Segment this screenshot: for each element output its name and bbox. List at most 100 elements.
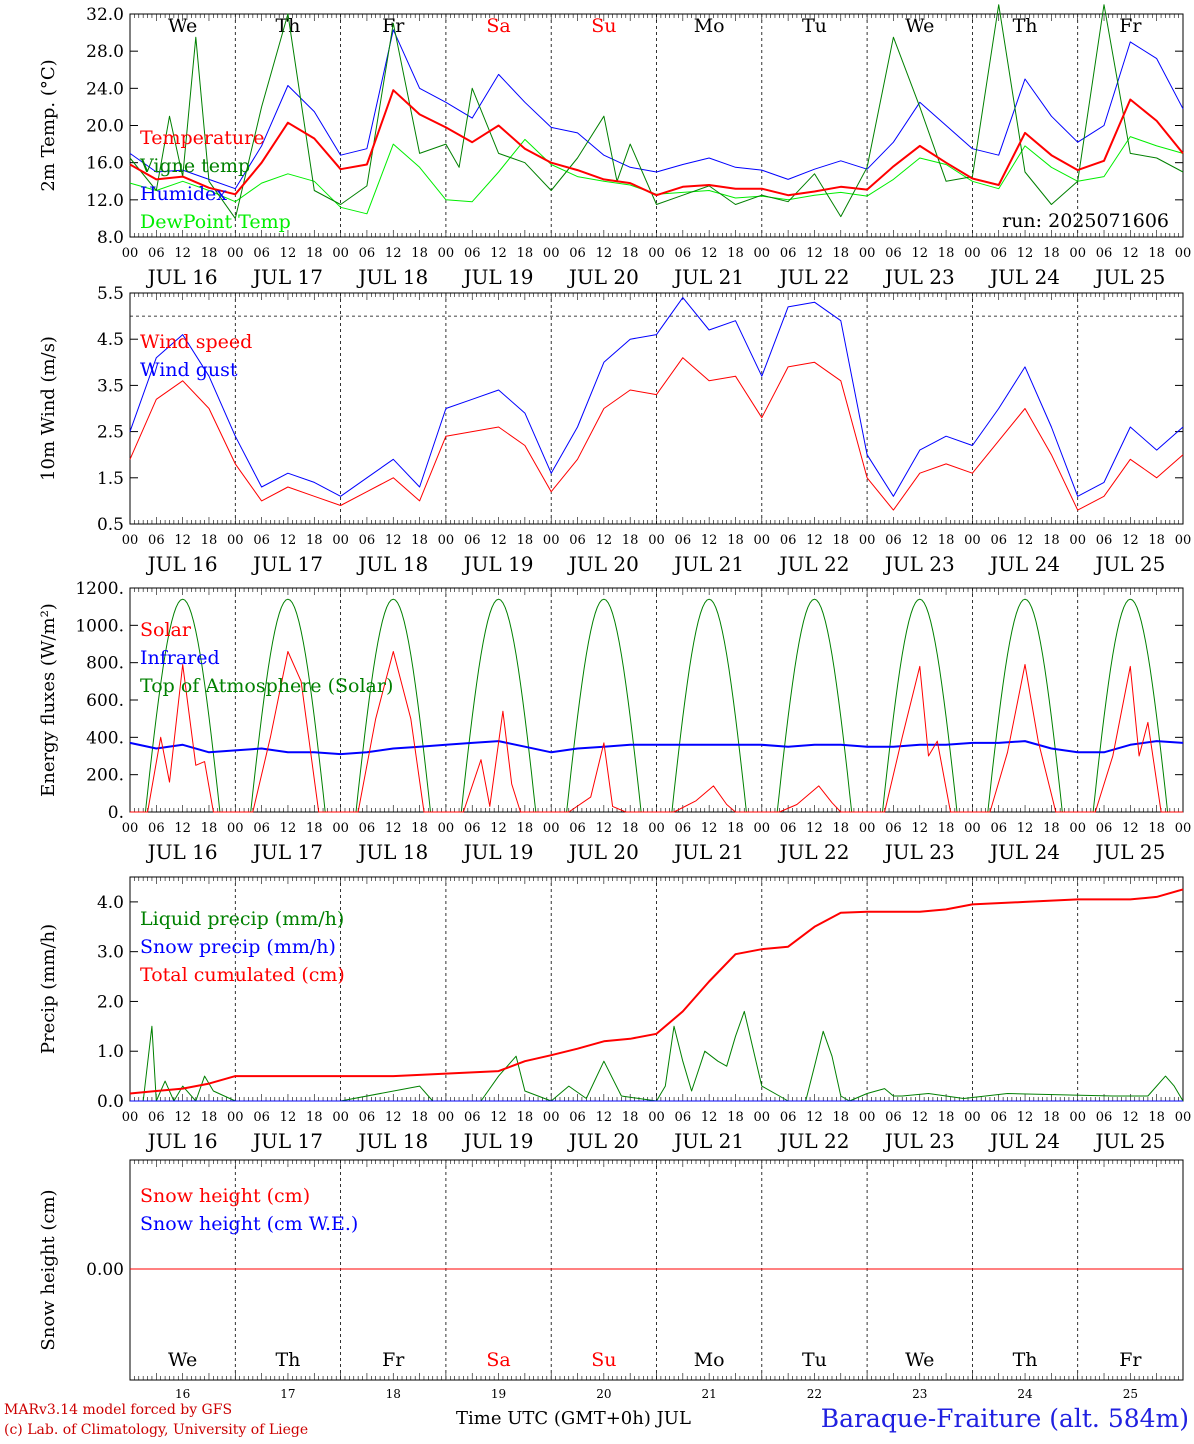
x-tick-label: 06 — [885, 246, 902, 261]
x-tick-label: 00 — [1069, 821, 1086, 836]
y-axis-label: Snow height (cm) — [38, 1189, 59, 1350]
x-tick-label: 12 — [806, 821, 823, 836]
x-day-label: JUL 23 — [883, 265, 955, 289]
x-day-label: JUL 18 — [356, 1129, 428, 1153]
date-label: 17 — [280, 1387, 295, 1401]
x-tick-label: 12 — [490, 1110, 507, 1125]
y-tick-label: 2.0 — [97, 992, 124, 1012]
x-tick-label: 18 — [1148, 246, 1165, 261]
legend-entry: Temperature — [140, 127, 264, 149]
x-tick-label: 12 — [596, 821, 613, 836]
x-tick-label: 18 — [306, 1110, 323, 1125]
weekday-label: Sa — [486, 15, 510, 37]
y-tick-label: 32.0 — [86, 5, 124, 25]
x-tick-label: 00 — [1175, 1110, 1192, 1125]
x-tick-label: 12 — [385, 246, 402, 261]
x-tick-label: 18 — [201, 246, 218, 261]
x-tick-label: 00 — [227, 821, 244, 836]
date-label: 25 — [1123, 1387, 1138, 1401]
x-tick-label: 00 — [122, 821, 139, 836]
x-tick-label: 06 — [464, 821, 481, 836]
x-tick-label: 00 — [754, 246, 771, 261]
x-tick-label: 12 — [490, 821, 507, 836]
x-tick-label: 18 — [411, 821, 428, 836]
weekday-label: Th — [1013, 15, 1038, 37]
x-tick-label: 00 — [859, 821, 876, 836]
weekday-label: We — [168, 15, 197, 37]
x-tick-label: 12 — [174, 246, 191, 261]
x-tick-label: 12 — [701, 533, 718, 548]
weekday-label: Fr — [382, 1349, 405, 1371]
x-day-label: JUL 22 — [777, 552, 849, 576]
weekday-label: Su — [591, 15, 616, 37]
y-tick-label: 1.0 — [97, 1042, 124, 1062]
x-tick-label: 00 — [227, 533, 244, 548]
x-day-label: JUL 24 — [988, 552, 1060, 576]
x-day-label: JUL 18 — [356, 265, 428, 289]
x-tick-label: 18 — [727, 821, 744, 836]
x-tick-label: 00 — [648, 246, 665, 261]
y-tick-label: 800. — [86, 654, 124, 674]
x-tick-label: 18 — [938, 533, 955, 548]
x-tick-label: 00 — [1175, 821, 1192, 836]
y-tick-label: 1000. — [75, 616, 124, 636]
x-tick-label: 18 — [1148, 1110, 1165, 1125]
x-tick-label: 06 — [675, 246, 692, 261]
x-day-label: JUL 25 — [1093, 840, 1165, 864]
x-tick-label: 12 — [280, 533, 297, 548]
x-tick-label: 00 — [859, 1110, 876, 1125]
x-tick-label: 06 — [885, 533, 902, 548]
legend-entry: Total cumulated (cm) — [140, 964, 345, 986]
series-line — [129, 740, 1184, 756]
x-tick-label: 18 — [1043, 1110, 1060, 1125]
y-tick-label: 3.5 — [97, 376, 124, 396]
x-tick-label: 06 — [675, 533, 692, 548]
x-tick-label: 00 — [332, 821, 349, 836]
panel-4: 00 06 12 18 00 06 12 18 00 06 12 18 00 06 12 18 00 06 12 18… — [38, 876, 1192, 1153]
x-day-label: JUL 23 — [883, 1129, 955, 1153]
x-day-label: JUL 25 — [1093, 1129, 1165, 1153]
y-tick-label: 4.0 — [97, 893, 124, 913]
x-tick-label: 12 — [174, 821, 191, 836]
series-line — [129, 89, 1184, 197]
panel-1: 00 06 12 18 00 06 12 18 00 06 12 18 00 06 12 18 00 06 12 18… — [38, 4, 1192, 289]
x-tick-label: 12 — [596, 1110, 613, 1125]
x-day-label: JUL 18 — [356, 840, 428, 864]
x-tick-label: 00 — [859, 246, 876, 261]
x-tick-label: 18 — [833, 1110, 850, 1125]
x-tick-label: 12 — [1017, 1110, 1034, 1125]
date-label: 22 — [807, 1387, 822, 1401]
x-tick-label: 06 — [780, 1110, 797, 1125]
legend-entry: Infrared — [140, 647, 220, 669]
y-tick-label: 24.0 — [86, 79, 124, 99]
x-tick-label: 00 — [122, 246, 139, 261]
x-tick-label: 06 — [1096, 1110, 1113, 1125]
y-tick-label: 1.5 — [97, 469, 124, 489]
x-tick-label: 00 — [1175, 246, 1192, 261]
weekday-label: Mo — [694, 1349, 725, 1371]
x-tick-label: 18 — [622, 1110, 639, 1125]
series-line — [130, 651, 1183, 813]
x-tick-label: 06 — [885, 821, 902, 836]
x-tick-label: 18 — [411, 246, 428, 261]
weekday-label: Fr — [1119, 1349, 1142, 1371]
x-day-label: JUL 19 — [462, 552, 534, 576]
x-tick-label: 06 — [569, 1110, 586, 1125]
x-tick-label: 18 — [622, 246, 639, 261]
x-tick-label: 18 — [201, 821, 218, 836]
x-tick-label: 00 — [964, 246, 981, 261]
x-tick-label: 00 — [122, 1110, 139, 1125]
x-tick-label: 06 — [253, 821, 270, 836]
weekday-label: Th — [275, 15, 300, 37]
x-tick-label: 12 — [174, 1110, 191, 1125]
x-day-label: JUL 16 — [146, 840, 218, 864]
x-tick-label: 18 — [833, 246, 850, 261]
y-tick-label: 20.0 — [86, 117, 124, 137]
x-tick-label: 06 — [359, 533, 376, 548]
x-tick-label: 00 — [1069, 533, 1086, 548]
x-tick-label: 00 — [332, 533, 349, 548]
x-tick-label: 06 — [780, 246, 797, 261]
run-annotation: run: 2025071606 — [1002, 210, 1169, 232]
legend-entry: DewPoint Temp — [140, 211, 291, 233]
x-tick-label: 12 — [280, 246, 297, 261]
